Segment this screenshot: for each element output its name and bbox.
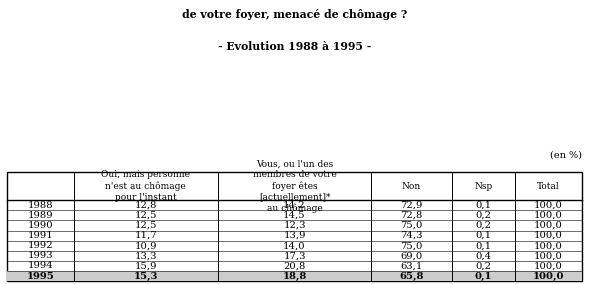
Text: - Evolution 1988 à 1995 -: - Evolution 1988 à 1995 - xyxy=(218,41,371,52)
Text: 13,9: 13,9 xyxy=(283,231,306,240)
Text: 72,8: 72,8 xyxy=(401,211,423,220)
Text: 100,0: 100,0 xyxy=(534,231,563,240)
Text: 0,1: 0,1 xyxy=(475,241,491,250)
Text: 0,2: 0,2 xyxy=(475,221,491,230)
Text: 14,0: 14,0 xyxy=(283,241,306,250)
Text: 100,0: 100,0 xyxy=(534,262,563,270)
Text: 1989: 1989 xyxy=(28,211,53,220)
Text: 0,1: 0,1 xyxy=(475,231,491,240)
Text: 20,8: 20,8 xyxy=(283,262,306,270)
Text: 0,2: 0,2 xyxy=(475,262,491,270)
Text: 1993: 1993 xyxy=(28,251,53,260)
Text: Vous, ou l'un des
membres de votre
foyer êtes
[actuellement]*
au chômage: Vous, ou l'un des membres de votre foyer… xyxy=(253,159,336,213)
Text: 74,3: 74,3 xyxy=(401,231,423,240)
Text: 63,1: 63,1 xyxy=(401,262,423,270)
Text: 65,8: 65,8 xyxy=(399,272,423,281)
Text: 0,2: 0,2 xyxy=(475,211,491,220)
Text: 100,0: 100,0 xyxy=(533,272,564,281)
Text: 0,4: 0,4 xyxy=(475,251,491,260)
Text: Oui, mais personne
n'est au chômage
pour l'instant: Oui, mais personne n'est au chômage pour… xyxy=(101,170,190,202)
Text: 12,8: 12,8 xyxy=(134,201,157,210)
Text: 1991: 1991 xyxy=(28,231,54,240)
Text: 10,9: 10,9 xyxy=(134,241,157,250)
Bar xyxy=(7,271,582,281)
Text: 12,5: 12,5 xyxy=(134,211,157,220)
Text: 75,0: 75,0 xyxy=(401,241,423,250)
Text: 15,9: 15,9 xyxy=(134,262,157,270)
Text: 14,2: 14,2 xyxy=(283,201,306,210)
Text: Nsp: Nsp xyxy=(474,181,492,191)
Text: 1990: 1990 xyxy=(28,221,53,230)
Text: 11,7: 11,7 xyxy=(134,231,157,240)
Text: 100,0: 100,0 xyxy=(534,241,563,250)
Text: 1994: 1994 xyxy=(28,262,54,270)
Text: 69,0: 69,0 xyxy=(401,251,422,260)
Text: 100,0: 100,0 xyxy=(534,221,563,230)
Text: de votre foyer, menacé de chômage ?: de votre foyer, menacé de chômage ? xyxy=(182,9,407,20)
Text: Total: Total xyxy=(537,181,560,191)
Text: 0,1: 0,1 xyxy=(475,272,492,281)
Text: 18,8: 18,8 xyxy=(282,272,307,281)
Text: 100,0: 100,0 xyxy=(534,211,563,220)
Text: 72,9: 72,9 xyxy=(401,201,423,210)
Text: 14,5: 14,5 xyxy=(283,211,306,220)
Text: 15,3: 15,3 xyxy=(134,272,158,281)
Text: 1995: 1995 xyxy=(27,272,54,281)
Text: 0,1: 0,1 xyxy=(475,201,491,210)
Text: (en %): (en %) xyxy=(550,150,582,159)
Text: 100,0: 100,0 xyxy=(534,201,563,210)
Text: 17,3: 17,3 xyxy=(283,251,306,260)
Bar xyxy=(7,172,582,281)
Text: 100,0: 100,0 xyxy=(534,251,563,260)
Text: 1988: 1988 xyxy=(28,201,53,210)
Text: 1992: 1992 xyxy=(28,241,53,250)
Text: Non: Non xyxy=(402,181,421,191)
Text: 12,3: 12,3 xyxy=(283,221,306,230)
Text: 12,5: 12,5 xyxy=(134,221,157,230)
Text: 75,0: 75,0 xyxy=(401,221,423,230)
Text: 13,3: 13,3 xyxy=(134,251,157,260)
